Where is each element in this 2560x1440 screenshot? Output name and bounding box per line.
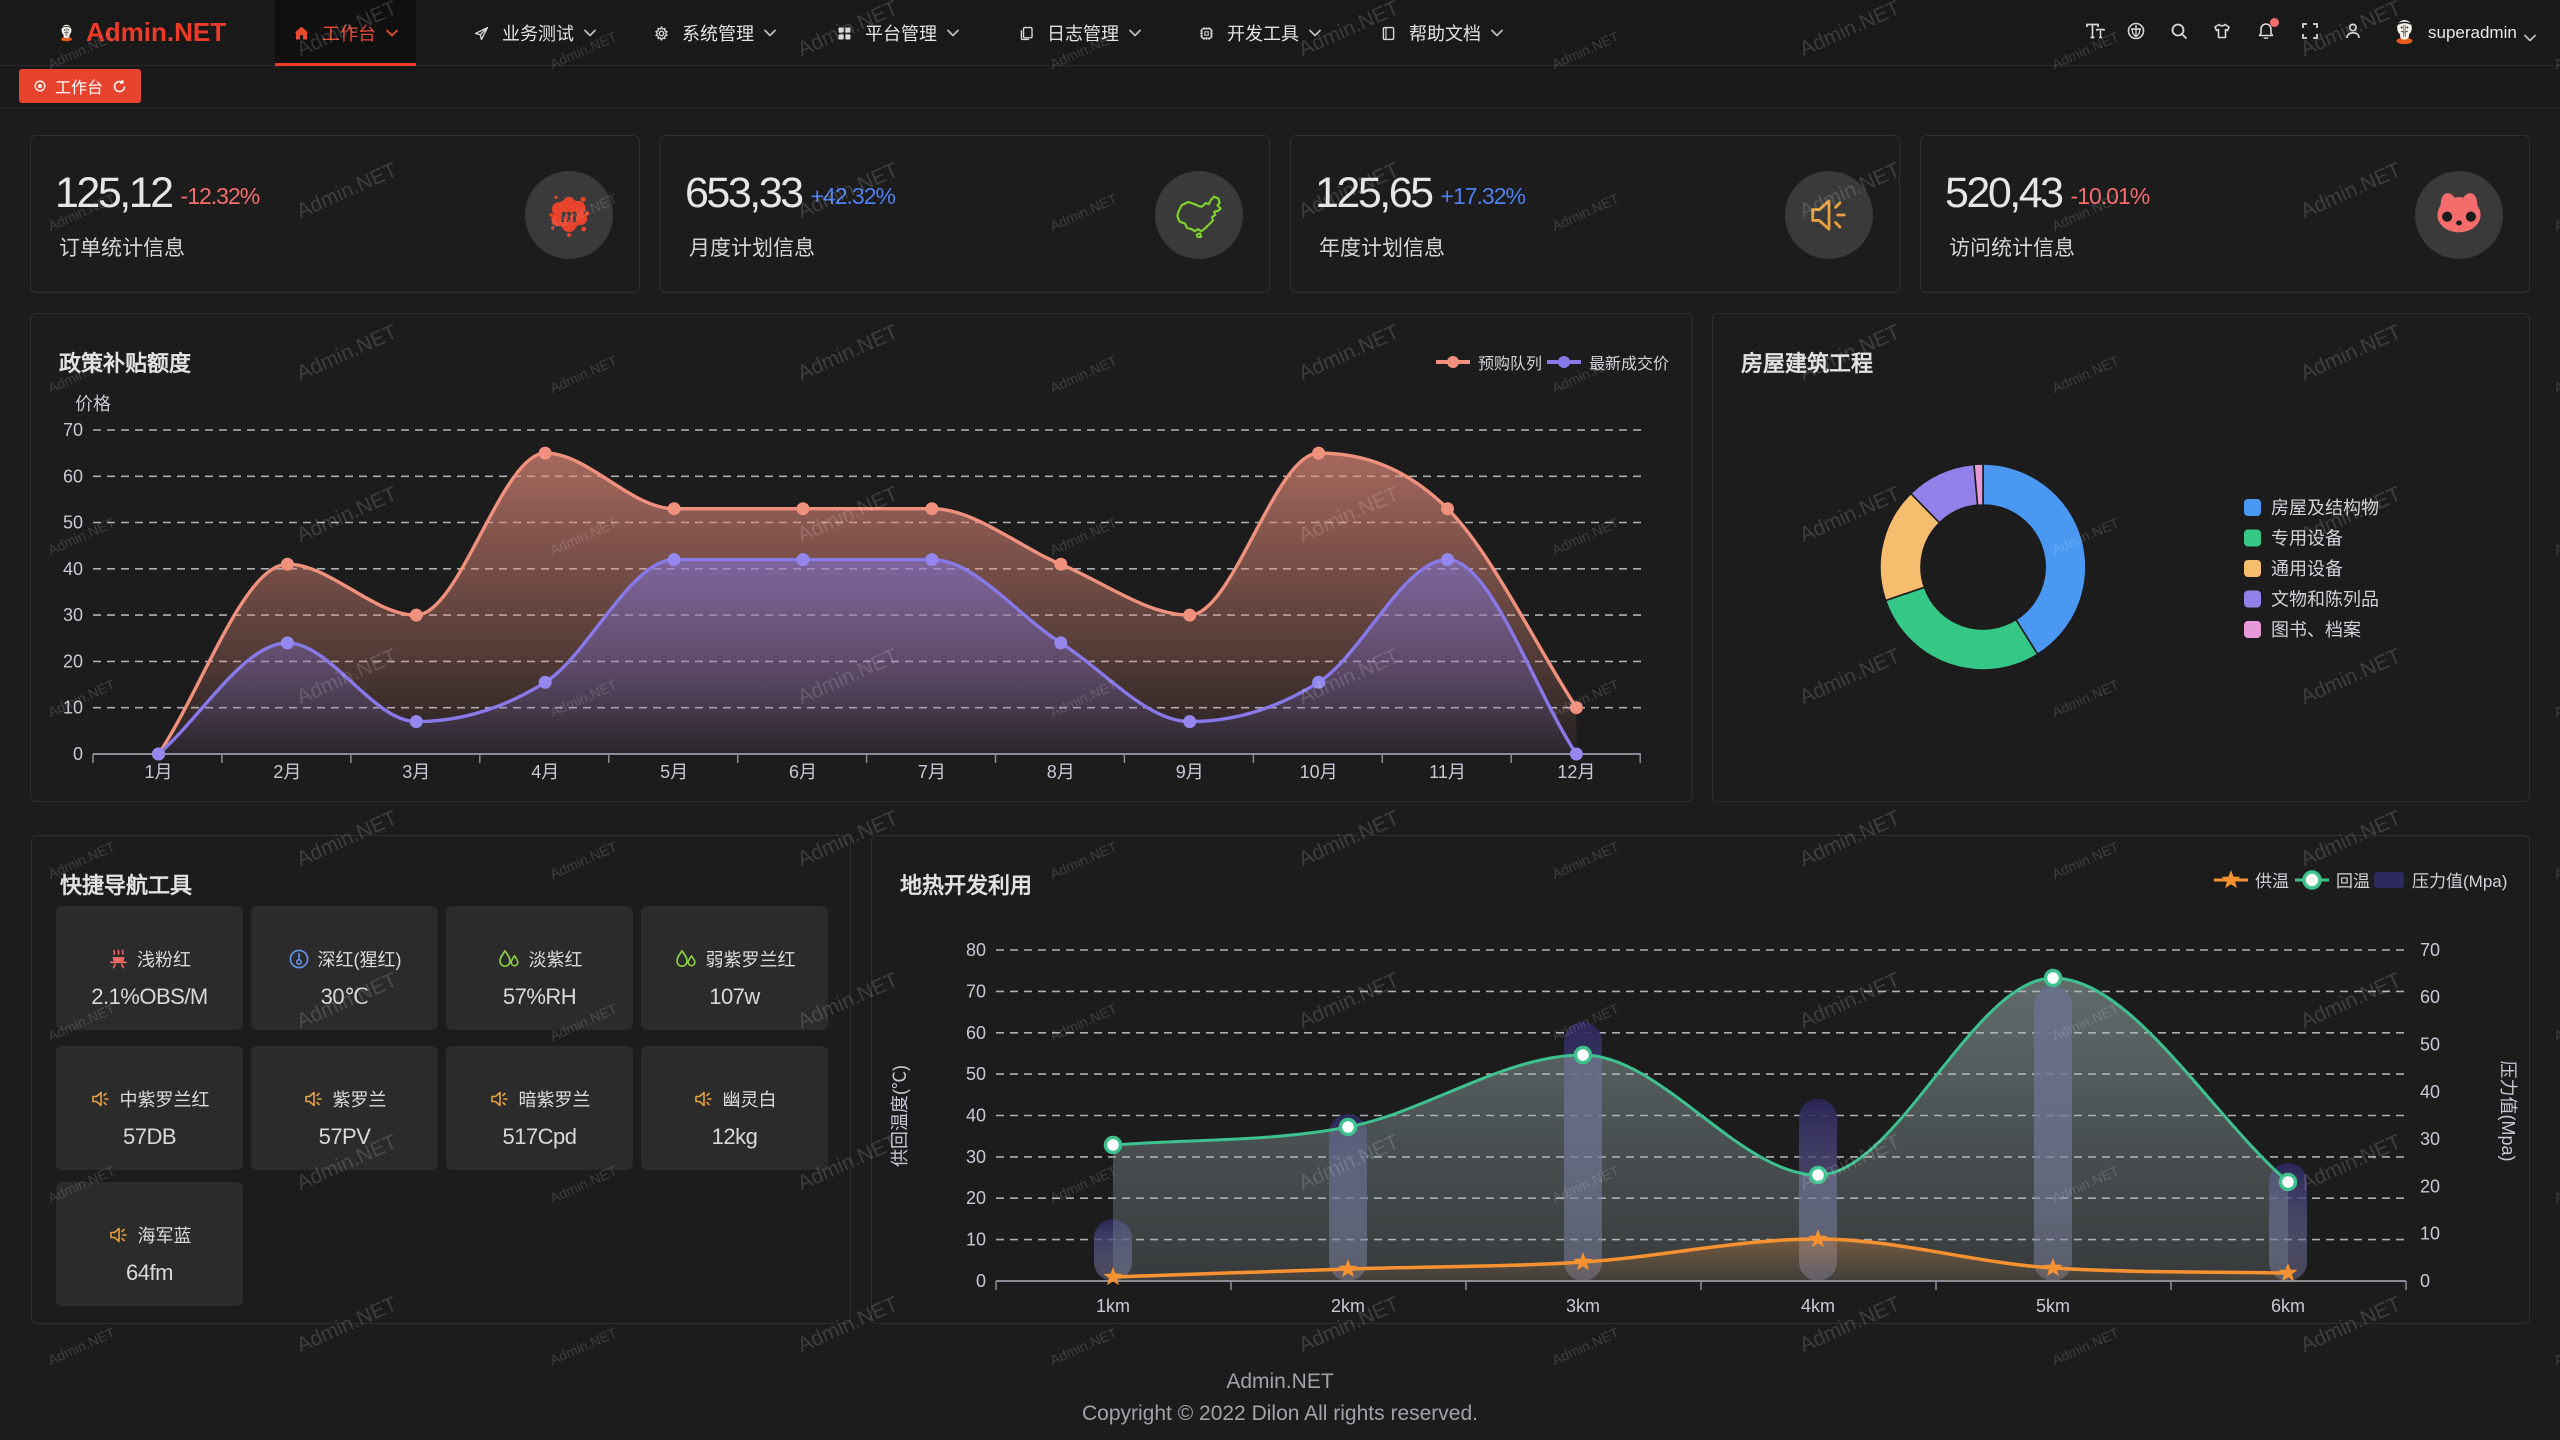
svg-text:60: 60 — [63, 466, 83, 486]
svg-text:4月: 4月 — [531, 762, 559, 782]
svg-text:70: 70 — [2420, 940, 2440, 960]
svg-text:0: 0 — [73, 744, 83, 764]
svg-text:4km: 4km — [1801, 1296, 1835, 1316]
svg-text:2km: 2km — [1331, 1296, 1365, 1316]
svg-text:价格: 价格 — [75, 394, 111, 414]
svg-text:12月: 12月 — [1557, 762, 1595, 782]
svg-text:11月: 11月 — [1429, 762, 1466, 782]
svg-text:5km: 5km — [2036, 1296, 2070, 1316]
svg-text:8月: 8月 — [1047, 762, 1075, 782]
svg-text:40: 40 — [63, 559, 83, 579]
svg-text:80: 80 — [966, 940, 986, 960]
svg-text:图书、档案: 图书、档案 — [2271, 620, 2361, 640]
svg-text:60: 60 — [966, 1023, 986, 1043]
svg-text:3km: 3km — [1566, 1296, 1600, 1316]
svg-text:10月: 10月 — [1300, 762, 1338, 782]
svg-text:6月: 6月 — [789, 762, 817, 782]
svg-text:3月: 3月 — [402, 762, 430, 782]
svg-text:10: 10 — [63, 698, 83, 718]
svg-text:20: 20 — [966, 1188, 986, 1208]
svg-text:文物和陈列品: 文物和陈列品 — [2271, 590, 2379, 610]
svg-text:50: 50 — [63, 513, 83, 533]
svg-text:1月: 1月 — [144, 762, 172, 782]
svg-text:压力值(Mpa): 压力值(Mpa) — [2498, 1060, 2518, 1161]
svg-text:50: 50 — [966, 1064, 986, 1084]
svg-text:专用设备: 专用设备 — [2271, 529, 2343, 549]
svg-text:30: 30 — [63, 605, 83, 625]
svg-text:2月: 2月 — [273, 762, 301, 782]
svg-text:1km: 1km — [1096, 1296, 1130, 1316]
svg-text:70: 70 — [63, 420, 83, 440]
svg-text:20: 20 — [63, 651, 83, 671]
svg-text:0: 0 — [2420, 1271, 2430, 1291]
svg-text:50: 50 — [2420, 1035, 2440, 1055]
svg-text:房屋及结构物: 房屋及结构物 — [2271, 498, 2379, 518]
svg-text:6km: 6km — [2271, 1296, 2305, 1316]
svg-text:7月: 7月 — [918, 762, 946, 782]
svg-text:m: m — [560, 202, 577, 227]
svg-text:9月: 9月 — [1176, 762, 1204, 782]
svg-text:40: 40 — [2420, 1082, 2440, 1102]
svg-text:10: 10 — [966, 1230, 986, 1250]
svg-text:通用设备: 通用设备 — [2271, 559, 2343, 579]
svg-text:10: 10 — [2420, 1224, 2440, 1244]
svg-text:60: 60 — [2420, 987, 2440, 1007]
svg-text:30: 30 — [2420, 1129, 2440, 1149]
svg-text:70: 70 — [966, 981, 986, 1001]
svg-text:20: 20 — [2420, 1176, 2440, 1196]
svg-text:40: 40 — [966, 1106, 986, 1126]
svg-text:30: 30 — [966, 1147, 986, 1167]
svg-text:5月: 5月 — [660, 762, 688, 782]
svg-text:供回温度(℃): 供回温度(℃) — [890, 1065, 910, 1167]
svg-text:0: 0 — [976, 1271, 986, 1291]
